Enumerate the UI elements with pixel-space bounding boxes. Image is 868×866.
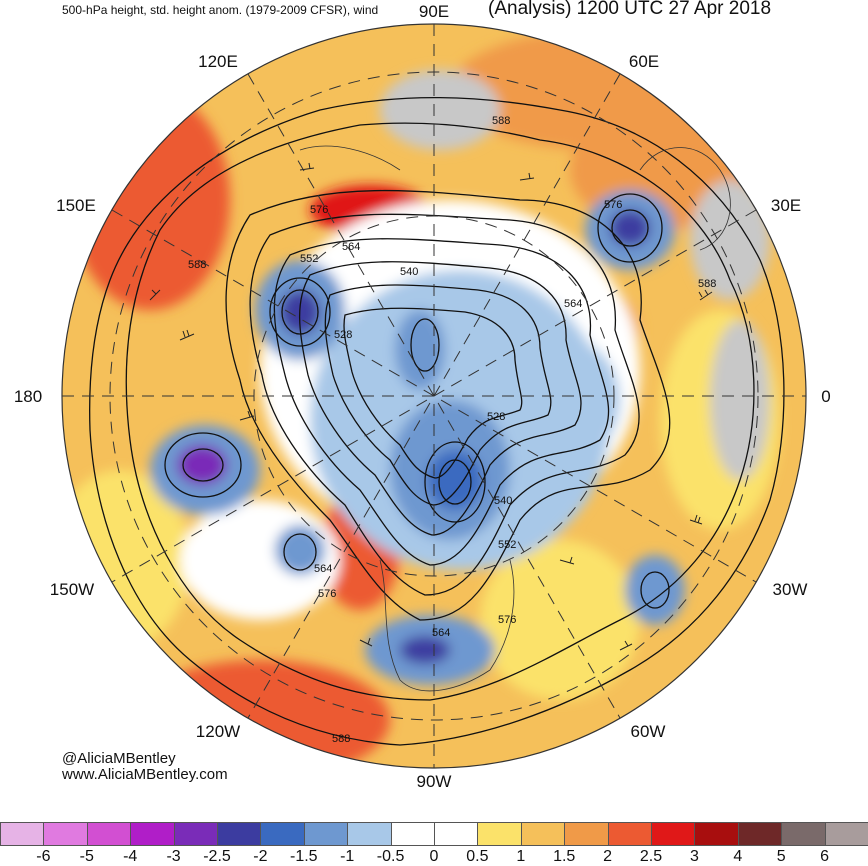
contour-label: 540 (400, 266, 418, 278)
contour-label: 564 (564, 298, 582, 310)
colorbar-label: -5 (79, 848, 94, 865)
colorbar-label: -3 (166, 848, 181, 865)
colorbar-swatch (347, 822, 392, 846)
contour-label: 528 (334, 329, 352, 341)
colorbar-swatch (303, 822, 349, 846)
contour-label: 588 (492, 115, 510, 127)
contour-label: 552 (300, 253, 318, 265)
wind-barbs (149, 162, 713, 651)
contour-label: 540 (494, 495, 512, 507)
colorbar-swatch (520, 822, 566, 846)
lon-label-120w: 120W (195, 722, 241, 741)
colorbar-swatch (390, 822, 435, 846)
lon-label-90w: 90W (416, 772, 452, 791)
colorbar-swatch (824, 822, 868, 846)
colorbar-label: 0 (429, 848, 439, 865)
colorbar-swatch (173, 822, 218, 846)
lon-label-30e: 30E (770, 196, 802, 215)
contour-label: 564 (432, 627, 450, 639)
colorbar-swatch (607, 822, 652, 846)
colorbar-swatch (694, 822, 739, 846)
colorbar-label: -0.5 (376, 848, 405, 865)
contour-label: 588 (332, 733, 350, 745)
contour-label: 588 (188, 259, 206, 271)
colorbar-label: -6 (36, 848, 51, 865)
contour-label: 528 (487, 411, 505, 423)
colorbar-swatch (86, 822, 132, 846)
lon-label-120e: 120E (198, 52, 238, 71)
colorbar-label: -1.5 (290, 848, 318, 865)
valid-time-title: (Analysis) 1200 UTC 27 Apr 2018 (488, 0, 772, 19)
lon-label-60e: 60E (628, 52, 660, 71)
colorbar-swatch (477, 822, 522, 846)
lon-label-90e: 90E (418, 2, 450, 21)
contour-label: 576 (498, 614, 516, 626)
map-title: 500-hPa height, std. height anom. (1979-… (62, 3, 379, 17)
contour-label: 552 (498, 539, 516, 551)
colorbar-label: 1 (516, 848, 526, 865)
lon-label-150w: 150W (49, 580, 95, 599)
colorbar-label: 2.5 (639, 848, 663, 865)
colorbar-swatch (564, 822, 609, 846)
colorbar-swatch (434, 822, 479, 846)
colorbar-swatch (130, 822, 175, 846)
colorbar-label: 5 (776, 848, 786, 865)
credit-handle: @AliciaMBentley (62, 750, 176, 767)
contour-label-group: 588 576 564 552 540 528 576 588 564 528 … (188, 115, 716, 745)
colorbar-label: -1 (340, 848, 355, 865)
colorbar-label: 3 (689, 848, 699, 865)
colorbar-swatch (217, 822, 262, 846)
colorbar-label: -2 (253, 848, 268, 865)
lon-label-180: 180 (13, 387, 43, 406)
colorbar-label: 6 (820, 848, 830, 865)
contour-label: 564 (342, 241, 360, 253)
colorbar-label: 1.5 (553, 848, 576, 865)
colorbar-swatch (43, 822, 88, 846)
lon-label-0: 0 (821, 387, 831, 406)
contour-label: 576 (318, 588, 336, 600)
colorbar-label: -4 (123, 848, 138, 865)
colorbar-label: -2.5 (203, 848, 231, 865)
lon-label-60w: 60W (630, 722, 666, 741)
map-border (61, 23, 807, 769)
credit-website: www.AliciaMBentley.com (62, 766, 228, 783)
colorbar-label: 2 (603, 848, 613, 865)
contour-label: 564 (314, 563, 332, 575)
colorbar-swatch (0, 822, 45, 846)
colorbar-swatch (737, 822, 783, 846)
height-contours (89, 96, 785, 746)
lon-label-30w: 30W (772, 580, 808, 599)
contour-label: 576 (310, 204, 328, 216)
coastlines (299, 145, 731, 692)
graticule (62, 24, 806, 768)
colorbar-swatch (651, 822, 696, 846)
contour-label: 588 (698, 278, 716, 290)
lon-label-150e: 150E (56, 196, 96, 215)
colorbar-label: 4 (733, 848, 743, 865)
colorbar-label: 0.5 (466, 848, 489, 865)
colorbar-swatch (781, 822, 826, 846)
contour-label: 576 (604, 199, 622, 211)
colorbar-swatch (260, 822, 305, 846)
map-disc (62, 24, 806, 768)
